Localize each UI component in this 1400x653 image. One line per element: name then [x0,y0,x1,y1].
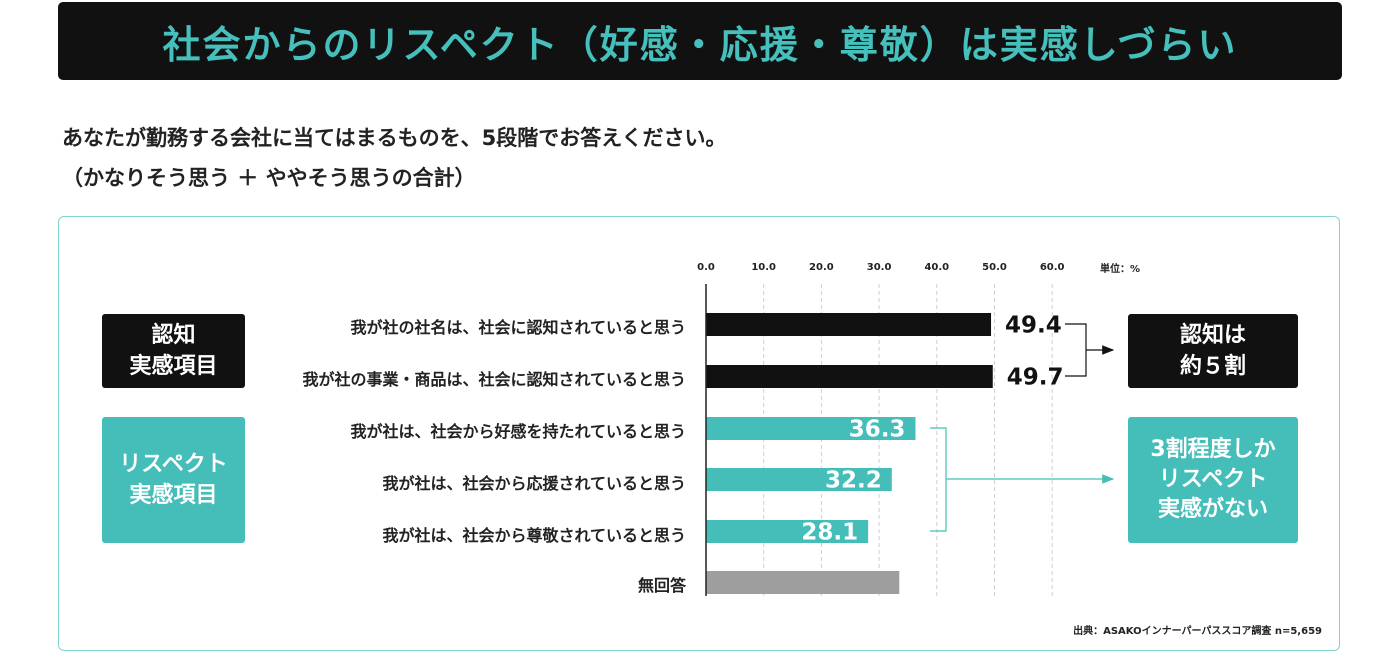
respect-summary-line-3: 実感がない [1157,497,1268,522]
x-axis-ticks: 0.0 10.0 20.0 30.0 40.0 50.0 60.0 [697,262,1064,273]
unit-label: 単位：% [1100,264,1141,275]
row-label-business: 我が社の事業・商品は、社会に認知されていると思う [302,370,686,389]
respect-box-line-1: リスペクト [119,452,228,477]
recognition-items-box: 認知 実感項目 [102,314,245,388]
bar-respect [706,417,916,440]
x-tick-label: 40.0 [924,262,949,273]
recognition-summary-box: 認知は 約５割 [1128,314,1298,388]
row-label-respected: 我が社は、社会から尊敬されていると思う [382,526,686,545]
recognition-summary-line-2: 約５割 [1179,354,1246,379]
row-label-company-name: 我が社の社名は、社会に認知されていると思う [350,318,686,337]
question-line-2: （かなりそう思う ＋ ややそう思うの合計） [62,166,476,190]
row-label-no-answer: 無回答 [637,576,686,595]
recognition-box-line-1: 認知 [151,323,196,348]
x-tick-label: 50.0 [982,262,1007,273]
bar-respect [706,468,892,491]
chart-panel [58,216,1340,651]
bar-recognition [706,313,992,336]
respect-summary-line-2: リスペクト [1158,467,1268,492]
respect-summary-line-1: 3割程度しか [1150,437,1276,462]
x-tick-label: 0.0 [697,262,715,273]
bar-respect [706,520,869,543]
recognition-box-line-2: 実感項目 [129,354,218,379]
recognition-bracket [1065,323,1087,377]
source-note: 出典：ASAKOインナーパーパススコア調査 n=5,659 [1073,626,1322,637]
x-tick-label: 60.0 [1040,262,1065,273]
question-line-1: あなたが勤務する会社に当てはまるものを、5段階でお答えください。 [62,126,727,150]
respect-box-line-2: 実感項目 [129,483,218,508]
x-tick-label: 10.0 [751,262,776,273]
recognition-summary-line-1: 認知は [1179,323,1246,348]
value-label: 36.3 [849,417,906,443]
survey-question: あなたが勤務する会社に当てはまるものを、5段階でお答えください。 （かなりそう思… [62,118,727,198]
respect-bracket [930,427,947,532]
value-label: 49.7 [1007,365,1064,391]
title-banner: 社会からのリスペクト（好感・応援・尊敬）は実感しづらい [58,2,1342,80]
row-label-supported: 我が社は、社会から応援されていると思う [382,474,686,493]
bar-recognition [706,365,993,388]
x-tick-label: 20.0 [809,262,834,273]
value-label: 49.4 [1005,313,1062,339]
row-label-favorable: 我が社は、社会から好感を持たれていると思う [350,422,686,441]
value-label: 32.2 [825,468,882,494]
page-title: 社会からのリスペクト（好感・応援・尊敬）は実感しづらい [162,22,1238,67]
respect-summary-box: 3割程度しか リスペクト 実感がない [1128,417,1298,543]
respect-items-box: リスペクト 実感項目 [102,417,245,543]
x-tick-label: 30.0 [867,262,892,273]
bars [706,313,993,594]
value-label: 28.1 [801,520,858,546]
value-labels: 49.4 49.7 36.3 32.2 28.1 [801,313,1063,546]
bar-no_answer [706,571,900,594]
